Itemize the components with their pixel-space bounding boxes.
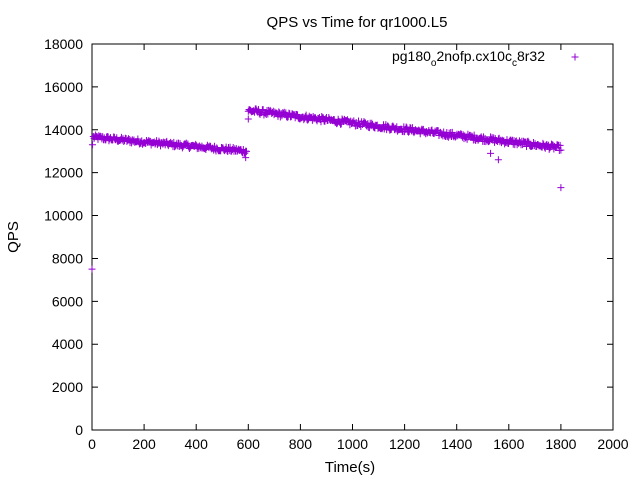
x-tick-label: 1200	[389, 436, 420, 452]
x-tick-label: 1600	[493, 436, 524, 452]
data-point	[556, 141, 564, 149]
data-point	[242, 154, 250, 162]
y-tick-label: 4000	[52, 336, 83, 352]
x-tick-label: 800	[289, 436, 313, 452]
y-tick-label: 6000	[52, 293, 83, 309]
data-point	[523, 138, 531, 146]
data-point	[318, 113, 326, 121]
data-point	[145, 137, 153, 145]
data-point	[402, 123, 410, 131]
data-point	[480, 133, 488, 141]
data-point	[241, 149, 249, 157]
data-point	[285, 109, 293, 117]
plot-border	[91, 43, 614, 431]
y-tick-label: 0	[75, 422, 83, 438]
x-tick-label: 1000	[337, 436, 368, 452]
data-point	[444, 133, 452, 141]
data-point	[276, 113, 284, 121]
y-axis-label: QPS	[5, 221, 22, 253]
data-point	[244, 115, 252, 123]
y-axis: 0 2000 4000 6000 8000 10000 12000 14000 16000 180…	[44, 36, 613, 438]
y-tick-label: 16000	[44, 79, 83, 95]
data-point	[360, 118, 368, 126]
data-point	[242, 147, 250, 155]
x-tick-label: 1800	[545, 436, 576, 452]
data-point	[386, 126, 394, 134]
legend-label: pg180o2nofp.cx10cc8r32	[392, 48, 545, 69]
y-tick-label: 18000	[44, 36, 83, 52]
data-point	[88, 265, 96, 273]
legend: pg180o2nofp.cx10cc8r32	[392, 48, 579, 69]
data-point	[487, 149, 495, 157]
data-point	[229, 144, 237, 152]
x-tick-label: 2000	[597, 436, 628, 452]
data-point	[530, 139, 538, 147]
x-axis-label: Time(s)	[325, 459, 375, 476]
data-point	[557, 184, 565, 192]
data-point	[539, 139, 547, 147]
data-point	[89, 141, 97, 149]
data-point	[302, 111, 310, 119]
x-axis: 0 200 400 600 800 1000 1200 1400 1600 1800 2000	[88, 44, 629, 452]
chart-title: QPS vs Time for qr1000.L5	[267, 14, 448, 31]
legend-marker	[571, 53, 579, 61]
data-point	[557, 146, 565, 154]
data-point	[178, 144, 186, 152]
x-tick-label: 400	[185, 436, 209, 452]
data-point	[494, 156, 502, 164]
data-point	[524, 137, 532, 145]
x-tick-label: 200	[132, 436, 156, 452]
data-point	[92, 131, 100, 139]
y-tick-label: 10000	[44, 208, 83, 224]
data-point	[294, 111, 302, 119]
data-point	[368, 119, 376, 127]
y-tick-label: 14000	[44, 122, 83, 138]
y-tick-label: 8000	[52, 250, 83, 266]
data-point	[259, 106, 267, 114]
x-tick-label: 0	[88, 436, 96, 452]
y-tick-label: 2000	[52, 379, 83, 395]
data-points	[88, 105, 565, 273]
x-tick-label: 1400	[441, 436, 472, 452]
x-tick-label: 600	[237, 436, 261, 452]
y-tick-label: 12000	[44, 165, 83, 181]
data-point	[354, 117, 362, 125]
